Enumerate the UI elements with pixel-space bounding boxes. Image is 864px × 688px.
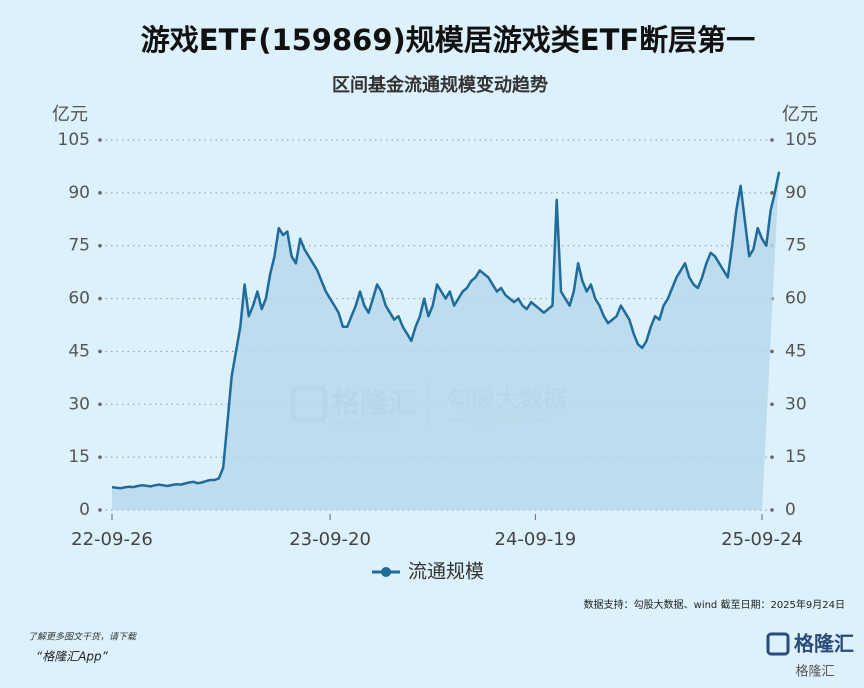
y-tick-label: 30 [68,394,90,414]
y-tick-label: 105 [58,130,90,150]
y-tick-label: 75 [68,236,90,256]
tick-dot [98,349,102,354]
y-tick-label: 60 [68,289,90,309]
chart-subtitle: 区间基金流通规模变动趋势 [332,74,548,96]
logo-caption: 格隆汇 [795,664,834,680]
y2-tick-label: 30 [785,394,807,414]
y-axis-label: 亿元 [52,104,88,125]
y-tick-label: 90 [68,183,90,203]
y2-tick-label: 60 [785,289,807,309]
line [111,171,781,490]
tick-dot [770,508,774,512]
logo-icon [766,632,790,656]
tick-dot [770,138,774,142]
footer-app: “格隆汇App” [36,650,109,664]
tick-dot [98,191,102,195]
tick-dot [98,243,102,248]
y-tick-label: 45 [68,341,90,361]
x-tick-label: 22-09-26 [71,529,153,550]
x-tick-label: 25-09-24 [721,529,803,550]
area [112,171,780,510]
tick-dot [98,138,102,142]
tick-dot [770,402,774,407]
y2-tick-label: 105 [785,130,817,150]
tick-dot [770,191,774,195]
x-tick-label: 23-09-20 [289,529,371,550]
tick-dot [770,349,774,354]
y2-tick-label: 0 [785,500,796,520]
tick-dot [98,402,102,407]
x-tick-label: 24-09-19 [495,529,577,550]
y2-tick-label: 15 [785,447,807,467]
legend-marker [381,567,391,577]
logo-text: 格隆汇 [794,632,854,656]
tick-dot [98,508,102,512]
legend-label: 流通规模 [408,561,484,583]
y-tick-label: 15 [68,447,90,467]
y2-tick-label: 90 [785,183,807,203]
footer-text: 了解更多图文干货，请下载 [28,632,137,643]
chart-title: 游戏ETF(159869)规模居游戏类ETF断层第一 [141,23,755,57]
tick-dot [98,455,102,459]
y-tick-label: 0 [79,500,90,520]
tick-dot [98,296,102,301]
source: 数据支持：勾股大数据、wind 截至日期：2025年9月24日 [584,598,845,611]
y2-tick-label: 45 [785,341,807,361]
tick-dot [770,455,774,459]
y2-axis-label: 亿元 [782,104,818,125]
y2-tick-label: 75 [785,236,807,256]
